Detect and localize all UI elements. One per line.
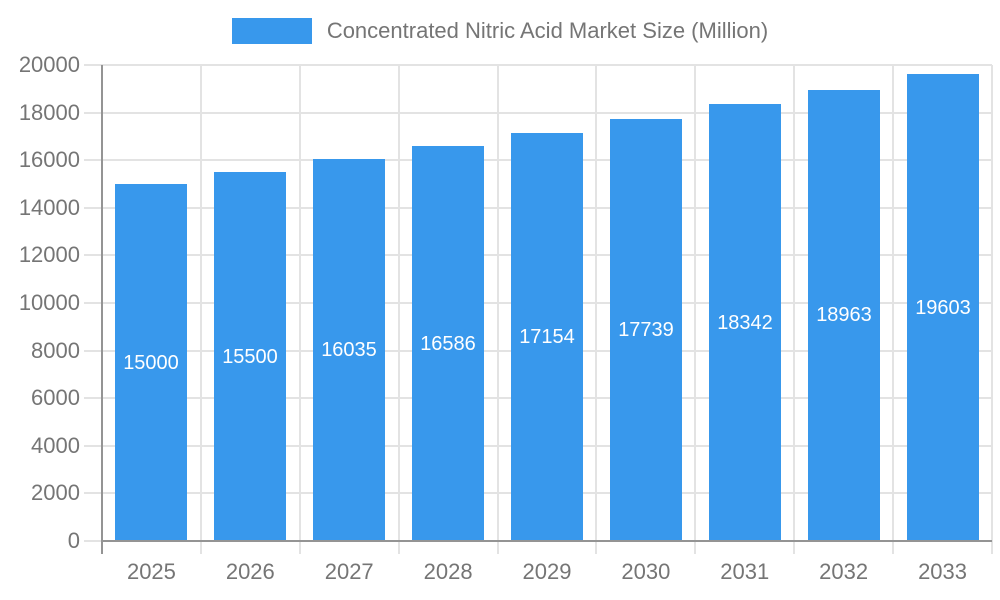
x-axis-tick-label: 2025 <box>126 559 176 584</box>
gridline-horizontal <box>102 64 992 66</box>
x-axis-tick <box>991 541 993 554</box>
y-axis-tick-label: 8000 <box>31 337 80 363</box>
gridline-vertical <box>199 65 202 541</box>
bar[interactable] <box>412 146 484 541</box>
y-axis-tick <box>84 64 102 66</box>
x-axis-tick <box>892 541 895 554</box>
bar-value-label: 15500 <box>222 346 278 368</box>
bar-value-label: 15000 <box>123 352 179 374</box>
x-axis-tick-label: 2026 <box>225 559 275 584</box>
gridline-vertical <box>991 65 993 541</box>
y-axis-tick-label: 0 <box>67 528 80 553</box>
bar[interactable] <box>313 159 385 541</box>
x-axis-tick-label: 2029 <box>522 559 572 584</box>
legend[interactable]: Concentrated Nitric Acid Market Size (Mi… <box>0 18 1000 44</box>
bar[interactable] <box>709 104 781 541</box>
y-axis-tick-label: 4000 <box>31 432 80 458</box>
y-axis-tick-label: 2000 <box>31 480 80 506</box>
y-axis-tick <box>84 540 102 542</box>
y-axis-tick-label: 14000 <box>18 194 80 220</box>
x-axis-tick <box>199 541 202 554</box>
y-axis-tick <box>84 444 102 447</box>
y-axis-tick-label: 12000 <box>18 242 80 268</box>
bar-value-label: 17154 <box>519 326 575 348</box>
x-axis-tick <box>793 541 796 554</box>
y-axis-tick <box>84 302 102 304</box>
legend-swatch-icon[interactable] <box>231 18 312 44</box>
bar-value-label: 16035 <box>321 339 377 361</box>
y-axis-tick <box>84 492 102 495</box>
bar-value-label: 18342 <box>717 312 773 334</box>
gridline-vertical <box>694 65 697 541</box>
y-axis-tick-label: 20000 <box>18 52 80 77</box>
legend-label: Concentrated Nitric Acid Market Size (Mi… <box>326 18 769 43</box>
x-axis-tick-label: 2030 <box>621 559 671 584</box>
x-axis-tick <box>298 541 301 554</box>
bar[interactable] <box>907 74 979 541</box>
bar-value-label: 17739 <box>618 319 674 341</box>
y-axis-line <box>101 65 103 554</box>
bar[interactable] <box>214 172 286 541</box>
bar[interactable] <box>808 89 880 541</box>
x-axis-tick <box>694 541 697 554</box>
x-axis-tick-label: 2031 <box>720 559 770 584</box>
y-axis-tick-label: 6000 <box>31 385 80 411</box>
y-axis-tick <box>84 254 102 257</box>
bar-value-label: 18963 <box>816 304 872 326</box>
x-axis-tick-label: 2028 <box>423 559 473 584</box>
y-axis-tick <box>84 397 102 400</box>
x-axis-tick <box>496 541 499 554</box>
bar[interactable] <box>511 132 583 541</box>
y-axis-tick <box>84 206 102 209</box>
bar[interactable] <box>610 118 682 541</box>
x-axis-tick-label: 2032 <box>819 559 869 584</box>
gridline-vertical <box>793 65 796 541</box>
gridline-vertical <box>298 65 301 541</box>
x-axis-tick-label: 2027 <box>324 559 374 584</box>
y-axis-tick <box>84 111 102 114</box>
y-axis-tick <box>84 349 102 352</box>
y-axis-tick <box>84 159 102 162</box>
x-axis-tick <box>397 541 400 554</box>
x-axis-tick-label: 2033 <box>918 559 968 584</box>
x-axis-tick <box>595 541 598 554</box>
y-axis-tick-label: 18000 <box>18 99 80 125</box>
bar[interactable] <box>115 184 187 541</box>
gridline-vertical <box>496 65 499 541</box>
gridline-vertical <box>397 65 400 541</box>
y-axis-tick-label: 10000 <box>18 290 80 315</box>
gridline-vertical <box>892 65 895 541</box>
bar-value-label: 19603 <box>915 297 971 319</box>
gridline-vertical <box>595 65 598 541</box>
y-axis-tick-label: 16000 <box>18 147 80 173</box>
bar-value-label: 16586 <box>420 333 476 355</box>
x-axis-line <box>101 540 992 542</box>
gridline-horizontal <box>102 111 992 114</box>
